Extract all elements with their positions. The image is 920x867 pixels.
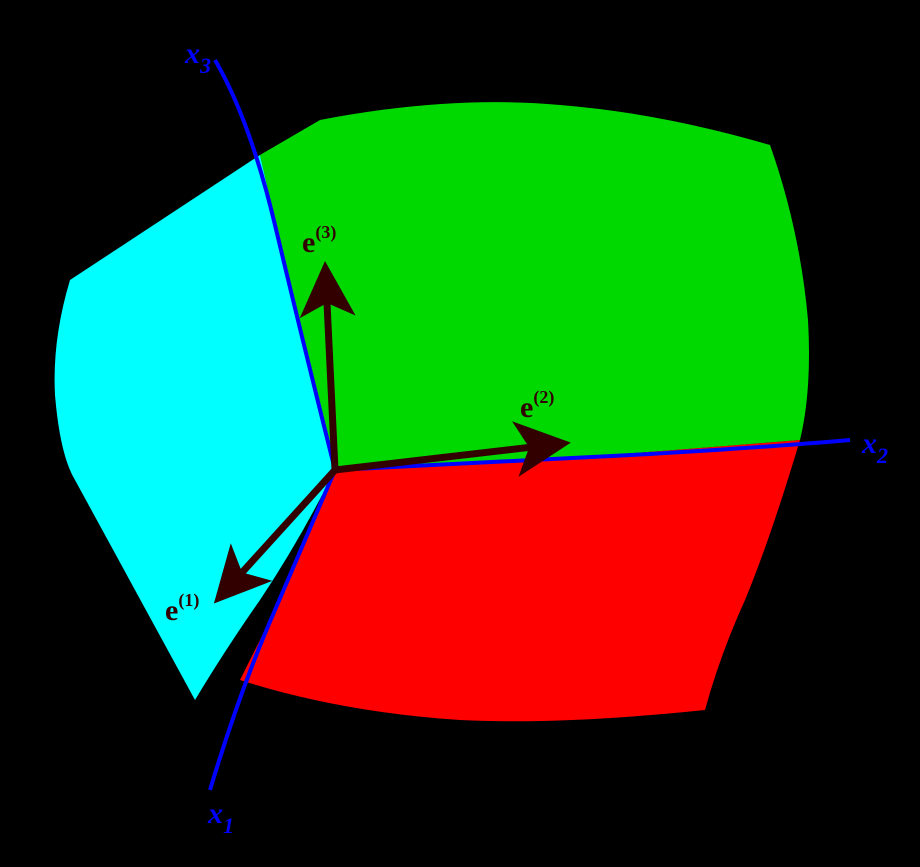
axis-label-x2: x2 xyxy=(861,427,888,468)
surface-green xyxy=(260,102,809,470)
curvilinear-basis-diagram: x1 x2 x3 e(1) e(2) e(3) xyxy=(0,0,920,867)
axis-label-x1: x1 xyxy=(207,797,234,838)
axis-label-x3: x3 xyxy=(184,37,211,78)
